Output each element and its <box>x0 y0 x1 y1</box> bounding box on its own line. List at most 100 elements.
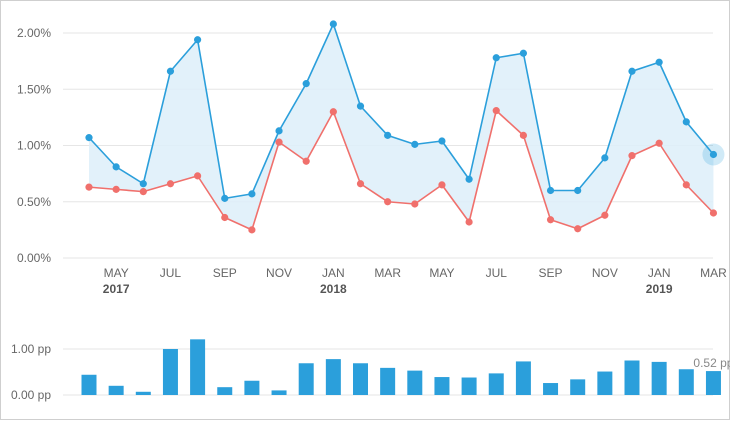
bar <box>705 371 721 395</box>
bar <box>244 380 260 395</box>
bar <box>488 373 504 395</box>
bar <box>570 379 586 395</box>
series-point-1 <box>194 172 202 180</box>
series-point-0 <box>465 175 473 183</box>
bar <box>162 349 178 395</box>
series-point-1 <box>438 181 446 189</box>
bar-y-tick-label: 0.00 pp <box>11 388 51 402</box>
y-tick-label: 1.50% <box>17 82 51 96</box>
bar <box>81 374 97 395</box>
series-line-1 <box>88 109 715 231</box>
series-point-0 <box>655 58 663 66</box>
x-year-label: 2017 <box>103 282 130 296</box>
x-tick-label: JAN <box>322 266 345 280</box>
series-point-1 <box>302 157 310 165</box>
x-tick-label: MAR <box>700 266 727 280</box>
bar <box>271 390 287 395</box>
x-tick-label: JUL <box>486 266 508 280</box>
bar <box>651 361 667 395</box>
bar <box>325 359 341 395</box>
series-point-1 <box>492 107 500 115</box>
bar <box>298 363 314 395</box>
y-tick-label: 0.50% <box>17 195 51 209</box>
series-point-1 <box>329 108 337 116</box>
bar <box>597 371 613 395</box>
x-tick-label: NOV <box>592 266 618 280</box>
bar <box>190 339 206 395</box>
series-point-1 <box>112 185 120 193</box>
series-point-0 <box>112 163 120 171</box>
series-point-0 <box>329 20 337 28</box>
series-point-1 <box>275 138 283 146</box>
bar <box>434 377 450 395</box>
x-tick-label: JAN <box>648 266 671 280</box>
x-year-label: 2018 <box>320 282 347 296</box>
bar <box>515 361 531 395</box>
series-point-0 <box>438 137 446 145</box>
series-point-1 <box>85 183 93 191</box>
bar <box>380 367 396 395</box>
series-point-0 <box>221 194 229 202</box>
bar <box>217 387 233 395</box>
series-point-1 <box>248 226 256 234</box>
series-point-0 <box>628 67 636 75</box>
range-area <box>89 24 714 230</box>
series-point-0 <box>356 102 365 110</box>
series-point-1 <box>546 216 555 224</box>
series-point-0 <box>411 140 419 148</box>
bar <box>624 360 640 395</box>
series-point-0 <box>574 186 582 195</box>
series-point-1 <box>166 180 175 188</box>
x-tick-label: MAR <box>374 266 401 280</box>
series-point-1 <box>411 200 419 208</box>
series-point-1 <box>628 152 636 160</box>
y-tick-label: 0.00% <box>17 251 51 265</box>
series-point-0 <box>519 49 528 57</box>
series-point-1 <box>519 131 528 139</box>
x-tick-label: SEP <box>539 266 563 280</box>
series-point-0 <box>601 154 609 162</box>
x-tick-label: MAY <box>429 266 454 280</box>
x-tick-label: JUL <box>160 266 182 280</box>
series-point-0 <box>546 186 555 195</box>
series-point-0 <box>682 118 690 126</box>
series-point-1 <box>574 225 582 233</box>
series-point-1 <box>601 211 609 219</box>
series-point-0 <box>302 80 310 88</box>
y-tick-label: 1.00% <box>17 139 51 153</box>
bar <box>135 391 151 395</box>
bar <box>543 383 559 395</box>
series-point-1 <box>139 188 147 196</box>
x-tick-label: MAY <box>104 266 129 280</box>
series-point-0 <box>492 54 500 62</box>
series-point-0 <box>709 150 718 159</box>
bar <box>108 385 124 395</box>
series-point-1 <box>221 213 229 222</box>
bar-y-tick-label: 1.00 pp <box>11 342 51 356</box>
series-point-1 <box>384 198 392 206</box>
y-tick-label: 2.00% <box>17 26 51 40</box>
bar <box>353 363 368 395</box>
x-year-label: 2019 <box>646 282 673 296</box>
series-point-0 <box>85 134 93 142</box>
series-point-0 <box>139 180 147 188</box>
series-point-1 <box>655 139 663 147</box>
series-point-1 <box>465 218 473 226</box>
series-point-0 <box>275 127 283 135</box>
series-point-1 <box>356 180 365 188</box>
bar <box>407 370 423 395</box>
series-point-0 <box>384 131 392 139</box>
bar <box>678 369 694 395</box>
series-point-1 <box>709 209 718 217</box>
series-point-1 <box>682 181 690 189</box>
series-line-0 <box>88 23 715 200</box>
bar <box>461 377 477 395</box>
x-tick-label: SEP <box>213 266 237 280</box>
series-point-0 <box>194 36 202 44</box>
bar-value-label: 0.52 pp <box>693 356 730 370</box>
series-point-0 <box>166 67 175 75</box>
series-point-0 <box>248 190 256 198</box>
x-tick-label: NOV <box>266 266 292 280</box>
